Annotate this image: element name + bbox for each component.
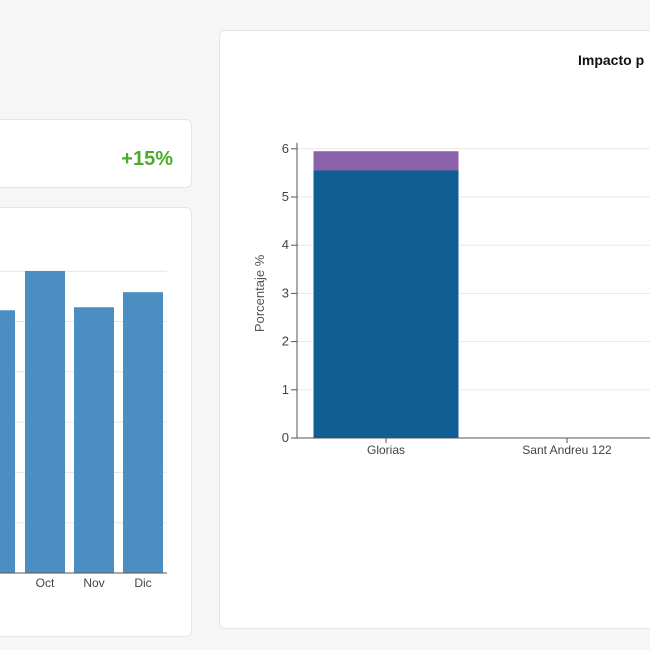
monthly-bar	[123, 292, 163, 573]
impact-bar-chart: 0 1 2 3 4 5 6 Porcentaje % Glorias Sant Andreu 12…	[252, 141, 650, 457]
impact-y-axis-label: Porcentaje %	[252, 254, 267, 332]
impact-chart-card: Impacto p 0 1 2 3 4 5 6 Porcentaje % Glorias Sant…	[219, 30, 650, 629]
kpi-change-value: +15%	[121, 148, 173, 170]
impact-x-tick-label: Glorias	[367, 443, 405, 457]
monthly-bar-chart: pOctNovDic	[0, 270, 167, 590]
monthly-tick-label: Dic	[134, 576, 151, 590]
impact-y-tick-label: 2	[282, 334, 289, 349]
impact-y-tick-label: 3	[282, 285, 289, 300]
monthly-tick-label: Oct	[36, 576, 55, 590]
monthly-bar	[25, 271, 65, 573]
impact-y-tick-label: 4	[282, 237, 289, 252]
monthly-bar	[74, 307, 114, 573]
impact-y-tick-label: 5	[282, 189, 289, 204]
impact-y-tick-label: 0	[282, 430, 289, 445]
monthly-bar	[0, 310, 15, 573]
impact-x-tick-label: Sant Andreu 122	[522, 443, 612, 457]
impact-bar-segment	[313, 151, 459, 171]
impact-y-tick-label: 6	[282, 141, 289, 156]
monthly-chart-card: pOctNovDic	[0, 207, 192, 637]
impact-bar-segment	[313, 170, 459, 439]
monthly-tick-label: Nov	[83, 576, 104, 590]
impact-y-tick-label: 1	[282, 382, 289, 397]
impact-chart-title: Impacto p	[578, 52, 645, 68]
kpi-card: +15%	[0, 119, 192, 188]
